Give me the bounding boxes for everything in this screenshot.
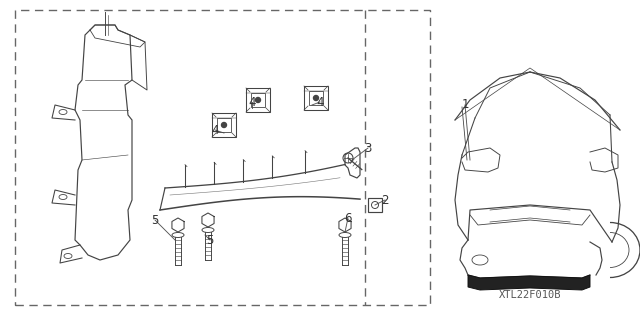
Text: XTL22F010B: XTL22F010B bbox=[499, 290, 561, 300]
Polygon shape bbox=[468, 275, 590, 290]
Bar bbox=[309, 92, 323, 105]
Text: 5: 5 bbox=[151, 213, 159, 226]
Circle shape bbox=[221, 122, 227, 128]
Bar bbox=[15, 10, 430, 305]
Text: 3: 3 bbox=[364, 142, 372, 154]
Bar bbox=[368, 198, 382, 212]
Bar bbox=[252, 93, 264, 107]
Bar bbox=[246, 88, 270, 112]
Text: 4: 4 bbox=[248, 95, 256, 108]
Bar bbox=[212, 113, 236, 137]
Circle shape bbox=[255, 98, 260, 102]
Bar bbox=[304, 86, 328, 110]
Circle shape bbox=[314, 95, 319, 100]
Text: 2: 2 bbox=[381, 194, 388, 206]
Text: 4: 4 bbox=[316, 95, 324, 108]
Bar bbox=[218, 118, 230, 132]
Text: 4: 4 bbox=[211, 123, 219, 137]
Text: 1: 1 bbox=[461, 99, 468, 112]
Text: 5: 5 bbox=[206, 234, 214, 247]
Text: 6: 6 bbox=[344, 211, 352, 225]
